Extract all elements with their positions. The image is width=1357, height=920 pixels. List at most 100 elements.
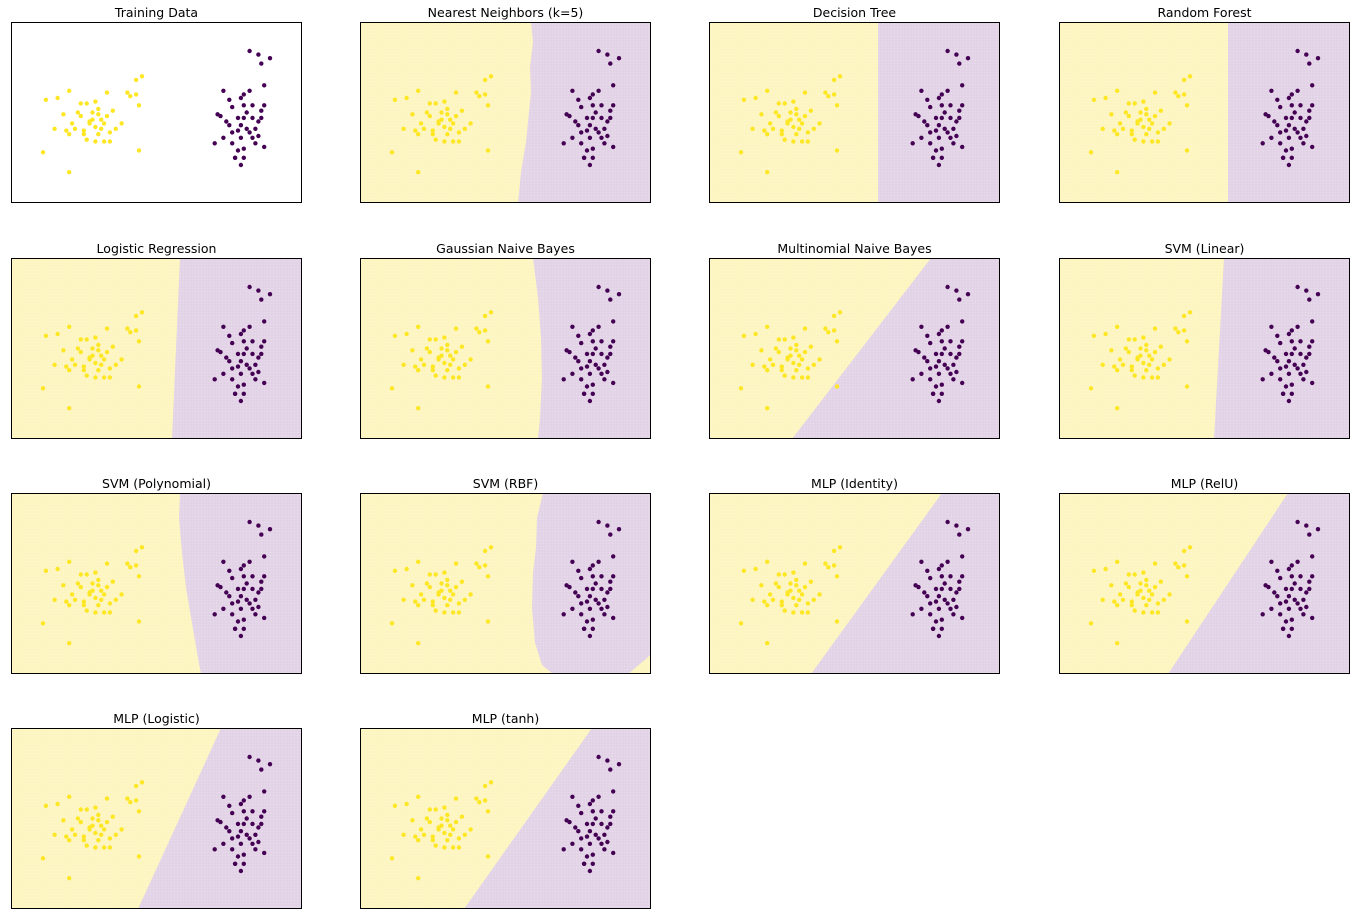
data-point-class-0 [590, 146, 595, 151]
axes-frame [360, 728, 651, 909]
data-point-class-1 [1187, 74, 1193, 79]
data-point-class-1 [765, 406, 770, 411]
data-point-class-1 [794, 603, 799, 608]
data-point-class-0 [1289, 626, 1295, 631]
data-point-class-1 [61, 818, 66, 823]
data-point-class-0 [250, 339, 255, 344]
data-point-class-1 [762, 364, 767, 369]
data-point-class-1 [107, 845, 113, 850]
data-point-class-0 [1304, 52, 1309, 57]
data-point-class-0 [960, 380, 965, 386]
data-point-class-1 [84, 101, 89, 106]
data-point-class-0 [235, 384, 241, 389]
data-point-class-1 [462, 362, 467, 367]
data-point-class-1 [779, 599, 784, 604]
data-point-class-0 [605, 825, 610, 830]
data-point-class-0 [584, 148, 590, 153]
data-point-class-0 [256, 604, 261, 610]
data-point-class-1 [477, 94, 482, 99]
data-point-class-0 [1298, 115, 1303, 121]
data-point-class-0 [1307, 61, 1312, 66]
data-point-class-0 [928, 104, 933, 110]
data-point-class-0 [611, 615, 616, 621]
data-point-class-1 [448, 353, 453, 358]
data-point-class-1 [1181, 548, 1187, 554]
data-point-class-1 [90, 117, 95, 122]
data-point-class-1 [136, 103, 142, 108]
data-point-class-1 [40, 386, 46, 391]
data-point-class-0 [928, 340, 933, 346]
data-point-class-1 [1144, 348, 1149, 353]
data-point-class-1 [1141, 610, 1146, 615]
data-point-class-0 [1307, 586, 1312, 592]
data-point-class-1 [1147, 588, 1152, 593]
data-point-class-1 [1088, 150, 1094, 155]
data-point-class-1 [392, 97, 398, 103]
data-point-class-1 [1109, 112, 1114, 117]
data-point-class-1 [1123, 581, 1129, 586]
data-point-class-0 [230, 836, 235, 841]
data-point-class-1 [416, 603, 421, 608]
data-point-class-1 [802, 349, 808, 355]
data-point-class-1 [67, 368, 72, 373]
data-point-class-0 [599, 339, 604, 344]
data-point-class-1 [416, 794, 421, 799]
data-point-class-1 [424, 816, 430, 821]
data-point-class-0 [247, 284, 252, 290]
data-point-class-0 [253, 847, 258, 852]
data-point-class-1 [1144, 112, 1149, 117]
data-point-class-0 [593, 597, 598, 602]
data-point-class-0 [1278, 340, 1283, 346]
data-point-class-0 [1289, 103, 1295, 108]
data-point-class-0 [244, 346, 249, 351]
axes-frame [709, 258, 1000, 439]
data-point-class-0 [593, 362, 598, 367]
mesh-grid-overlay [709, 493, 1000, 674]
data-point-class-1 [101, 357, 107, 362]
data-point-class-0 [925, 333, 930, 338]
data-point-class-0 [608, 108, 613, 113]
data-point-class-0 [948, 586, 953, 592]
data-point-class-0 [1289, 351, 1295, 357]
data-point-class-1 [791, 335, 796, 340]
data-point-class-1 [43, 97, 49, 103]
data-point-class-0 [933, 128, 939, 133]
data-point-class-0 [262, 339, 267, 344]
data-point-class-1 [837, 74, 843, 79]
data-point-class-1 [826, 94, 831, 99]
mesh-grid-overlay [1059, 493, 1350, 674]
data-point-class-1 [433, 137, 438, 142]
data-point-class-0 [957, 586, 962, 592]
data-point-class-0 [590, 351, 595, 357]
data-point-class-1 [445, 812, 450, 818]
data-point-class-1 [453, 349, 459, 355]
data-point-class-1 [445, 603, 450, 608]
data-point-class-1 [474, 561, 479, 566]
data-point-class-1 [817, 592, 822, 597]
data-point-class-1 [1147, 597, 1152, 602]
data-point-class-1 [64, 599, 69, 604]
data-point-class-0 [227, 829, 232, 834]
data-point-class-1 [834, 619, 840, 624]
data-point-class-1 [421, 597, 427, 602]
data-point-class-0 [262, 574, 267, 579]
data-point-class-0 [1286, 135, 1292, 140]
data-point-class-0 [1269, 606, 1274, 611]
data-point-class-1 [831, 77, 837, 83]
data-point-class-0 [919, 371, 924, 376]
data-point-class-0 [608, 351, 613, 357]
data-point-class-1 [107, 601, 113, 606]
data-point-class-1 [759, 583, 764, 588]
data-point-class-0 [939, 115, 944, 121]
panel-random-forest: Random Forest [1059, 5, 1350, 203]
data-point-class-1 [788, 110, 793, 115]
data-point-class-1 [136, 619, 142, 624]
data-point-class-0 [262, 809, 267, 814]
panel-svm-linear: SVM (Linear) [1059, 241, 1350, 439]
data-point-class-1 [84, 572, 89, 577]
data-point-class-0 [1304, 369, 1309, 375]
data-point-class-0 [573, 355, 578, 360]
data-point-class-0 [1275, 359, 1280, 364]
data-point-class-0 [259, 814, 264, 819]
data-point-class-1 [794, 583, 799, 588]
